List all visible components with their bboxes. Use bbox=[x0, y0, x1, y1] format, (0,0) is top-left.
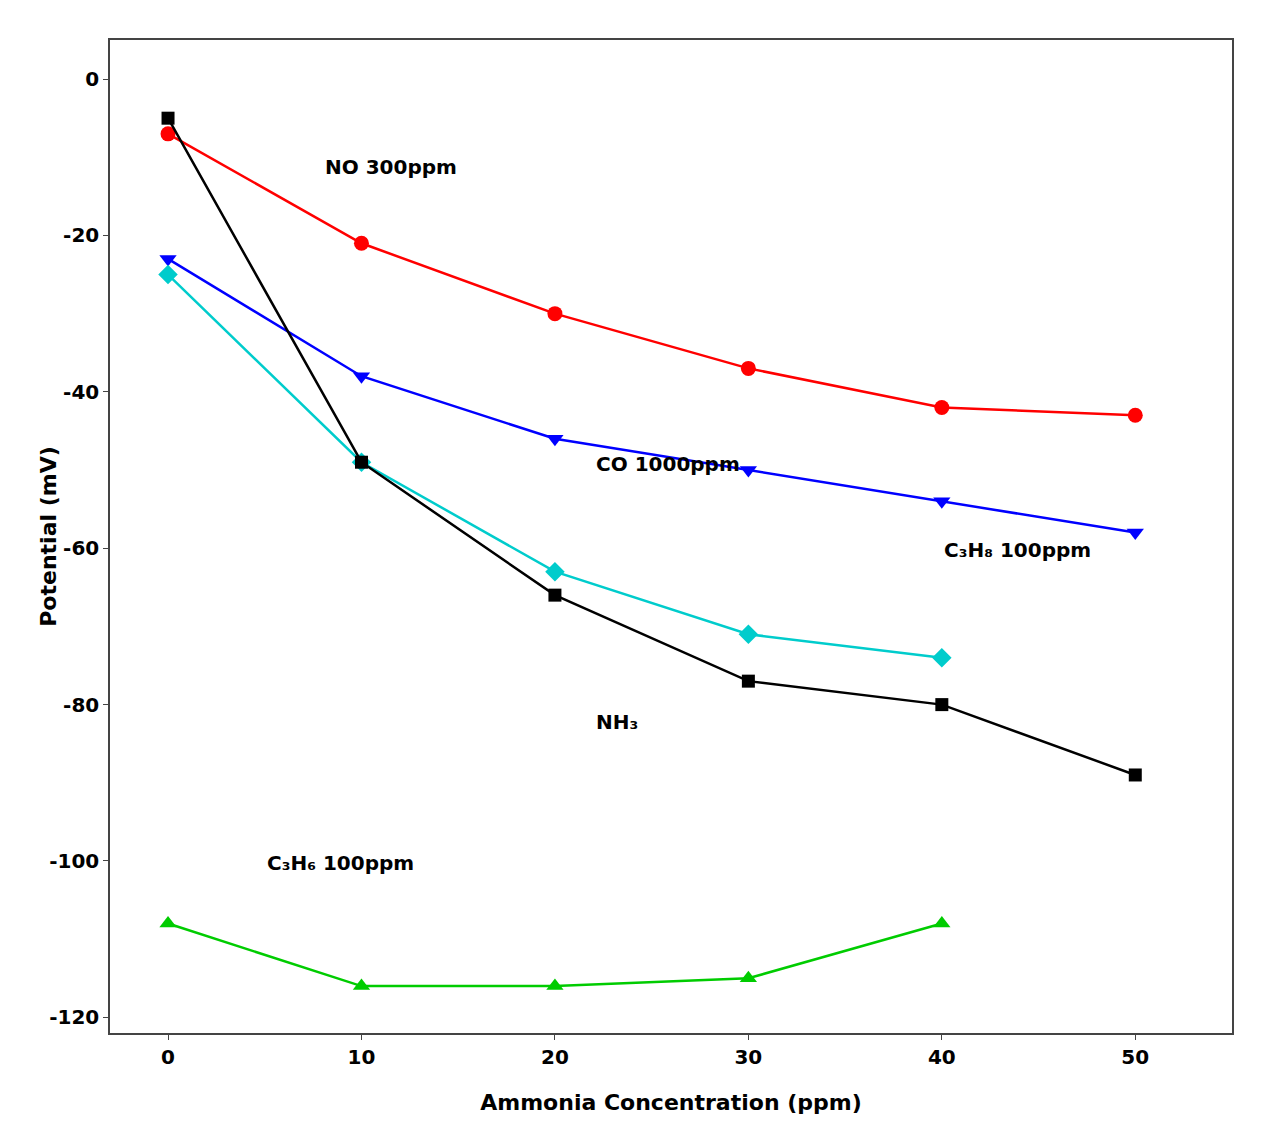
svg-text:C₃H₆ 100ppm: C₃H₆ 100ppm bbox=[267, 851, 414, 875]
svg-text:Potential (mV): Potential (mV) bbox=[36, 446, 61, 627]
svg-text:-100: -100 bbox=[49, 849, 99, 873]
svg-text:10: 10 bbox=[348, 1045, 376, 1069]
svg-text:30: 30 bbox=[734, 1045, 762, 1069]
svg-text:-120: -120 bbox=[49, 1005, 99, 1029]
svg-text:50: 50 bbox=[1121, 1045, 1149, 1069]
svg-text:-80: -80 bbox=[63, 693, 99, 717]
svg-text:CO 1000ppm: CO 1000ppm bbox=[596, 452, 740, 476]
svg-text:C₃H₈ 100ppm: C₃H₈ 100ppm bbox=[944, 538, 1091, 562]
svg-text:-40: -40 bbox=[63, 380, 99, 404]
svg-text:0: 0 bbox=[161, 1045, 175, 1069]
svg-text:40: 40 bbox=[928, 1045, 956, 1069]
svg-text:NH₃: NH₃ bbox=[596, 710, 638, 734]
svg-text:-20: -20 bbox=[63, 223, 99, 247]
svg-text:NO 300ppm: NO 300ppm bbox=[325, 155, 457, 179]
svg-text:-60: -60 bbox=[63, 536, 99, 560]
svg-text:Ammonia Concentration (ppm): Ammonia Concentration (ppm) bbox=[480, 1090, 861, 1115]
svg-text:0: 0 bbox=[85, 67, 99, 91]
svg-text:20: 20 bbox=[541, 1045, 569, 1069]
